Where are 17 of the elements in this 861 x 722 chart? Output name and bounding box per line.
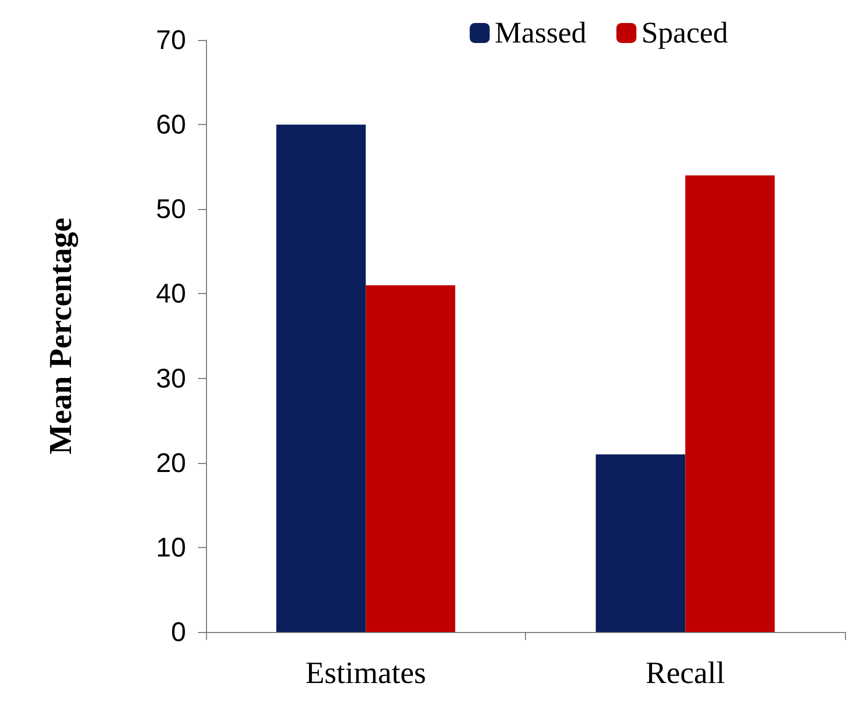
y-tick-label: 70 bbox=[156, 25, 186, 55]
y-axis-title: Mean Percentage bbox=[42, 218, 79, 454]
y-tick-label: 60 bbox=[156, 110, 186, 140]
y-tick-label: 40 bbox=[156, 278, 186, 309]
y-tick-label: 0 bbox=[170, 617, 186, 647]
y-tick-label: 50 bbox=[156, 194, 186, 224]
x-tick-label: Recall bbox=[646, 655, 725, 690]
bar bbox=[366, 285, 456, 632]
y-tick-label: 30 bbox=[156, 363, 186, 394]
y-tick-label: 20 bbox=[156, 448, 186, 478]
x-tick-label: Estimates bbox=[305, 655, 426, 690]
bar bbox=[596, 454, 686, 632]
y-tick-label: 10 bbox=[156, 532, 186, 562]
bar bbox=[685, 175, 775, 632]
legend-label: Massed bbox=[494, 16, 586, 50]
legend-label: Spaced bbox=[641, 16, 728, 50]
bar bbox=[276, 124, 366, 632]
